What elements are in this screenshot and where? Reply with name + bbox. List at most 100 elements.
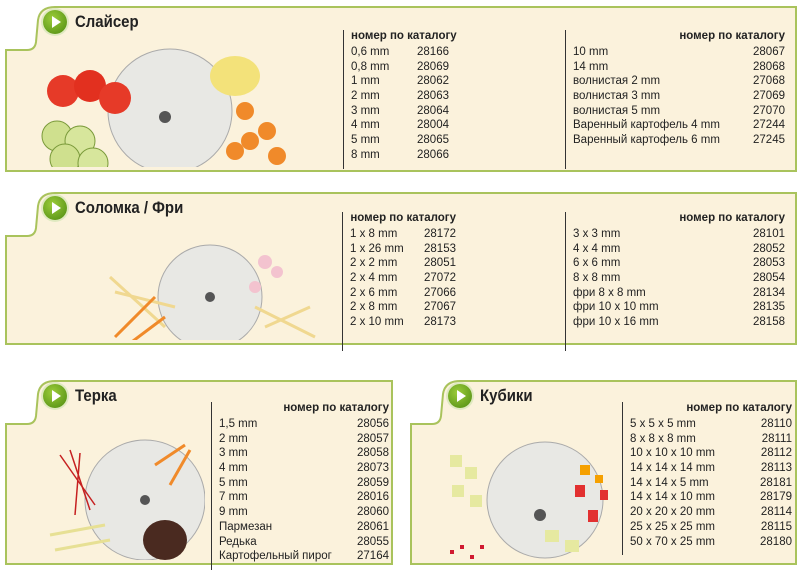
- play-icon: [448, 384, 472, 408]
- julienne-illustration: [108, 244, 316, 340]
- size-label: 2 mm: [351, 90, 380, 103]
- catalog-column: номер по каталогу 5 x 5 x 5 mm 28110 8 x 8 …: [622, 402, 792, 556]
- catalog-number: 27066: [424, 286, 456, 299]
- catalog-number: 28135: [753, 301, 785, 314]
- catalog-header: номер по каталогу: [679, 30, 785, 42]
- size-label: 5 mm: [351, 134, 380, 147]
- catalog-number: 27072: [424, 272, 456, 285]
- catalog-header: номер по каталогу: [679, 212, 785, 224]
- size-label: 5 mm: [219, 476, 248, 489]
- play-icon: [43, 196, 67, 220]
- catalog-number: 28065: [417, 134, 449, 147]
- catalog-row: 14 mm 28068: [573, 60, 785, 75]
- catalog-number: 28051: [424, 257, 456, 270]
- catalog-row: 9 mm 28060: [219, 505, 389, 520]
- catalog-number: 28004: [417, 119, 449, 132]
- catalog-row: 14 x 14 x 14 mm 28113: [630, 461, 792, 476]
- section-julienne: Соломка / Фри номер по каталогу 1 x 8 mm 28…: [5, 192, 797, 351]
- size-label: Пармезан: [219, 520, 273, 533]
- section-title: Терка: [43, 384, 122, 408]
- catalog-number: 28060: [357, 506, 389, 519]
- catalog-number: 28056: [357, 418, 389, 430]
- catalog-number: 28067: [753, 46, 785, 58]
- catalog-row: 3 mm 28058: [219, 446, 389, 461]
- size-label: 25 x 25 x 25 mm: [630, 520, 716, 533]
- catalog-row: 14 x 14 x 10 mm 28179: [630, 490, 792, 505]
- catalog-number: 28053: [753, 257, 785, 270]
- size-label: 3 mm: [219, 447, 248, 460]
- catalog-row: Варенный картофель 4 mm 27244: [573, 118, 785, 133]
- size-label: 14 x 14 x 5 mm: [630, 476, 709, 489]
- catalog-column: номер по каталогу 3 x 3 mm 28101 4 x 4 mm 28…: [565, 212, 785, 351]
- catalog-row: 2 mm 28063: [351, 89, 449, 104]
- section-title: Кубики: [448, 384, 540, 408]
- catalog-row: 8 x 8 x 8 mm 28111: [630, 432, 792, 447]
- catalog-number: 28055: [357, 535, 389, 548]
- catalog-number: 28172: [424, 228, 456, 240]
- catalog-row: 7 mm 28016: [219, 490, 389, 505]
- catalog-header: номер по каталогу: [351, 30, 457, 42]
- catalog-row: фри 10 x 16 mm 28158: [573, 315, 785, 330]
- size-label: фри 10 x 10 mm: [573, 301, 659, 314]
- catalog-row: Картофельный пирог 27164: [219, 549, 389, 564]
- catalog-number: 28173: [424, 316, 456, 329]
- catalog-number: 28061: [357, 520, 389, 533]
- size-label: 0,6 mm: [351, 46, 390, 58]
- section-dicer: Кубики номер по каталогу 5 x 5 x 5 mm 28110…: [410, 380, 797, 565]
- size-label: волнистая 2 mm: [573, 75, 661, 88]
- catalog-row: 8 mm 28066: [351, 148, 449, 163]
- size-label: Редька: [219, 535, 257, 548]
- catalog-number: 28066: [417, 148, 449, 161]
- catalog-row: 4 mm 28073: [219, 461, 389, 476]
- catalog-number: 28111: [761, 432, 792, 445]
- catalog-number: 28062: [417, 75, 449, 88]
- catalog-number: 28057: [357, 432, 389, 445]
- catalog-row: фри 10 x 10 mm 28135: [573, 300, 785, 315]
- size-label: 4 mm: [351, 119, 380, 132]
- section-title: Соломка / Фри: [43, 196, 198, 220]
- catalog-number: 27070: [753, 104, 785, 117]
- catalog-number: 28059: [357, 476, 389, 489]
- size-label: 7 mm: [219, 491, 248, 504]
- catalog-column: номер по каталогу 1,5 mm 28056 2 mm 28057 3 m…: [211, 402, 389, 570]
- catalog-number: 28181: [760, 476, 792, 489]
- size-label: 8 x 8 mm: [573, 272, 621, 285]
- catalog-number: 28073: [357, 462, 389, 475]
- size-label: Варенный картофель 4 mm: [573, 119, 720, 132]
- catalog-row: 0,8 mm 28069: [351, 60, 449, 75]
- catalog-number: 28054: [753, 272, 785, 285]
- section-title-text: Кубики: [480, 386, 533, 405]
- catalog-row: 14 x 14 x 5 mm 28181: [630, 476, 792, 491]
- size-label: 2 mm: [219, 432, 248, 445]
- section-grater: Терка номер по каталогу 1,5 mm 28056 2 mm 280…: [5, 380, 393, 570]
- size-label: 9 mm: [219, 506, 248, 519]
- catalog-number: 28153: [424, 242, 456, 255]
- catalog-number: 28110: [760, 418, 792, 430]
- catalog-row: 2 x 2 mm 28051: [350, 256, 456, 271]
- section-title-text: Терка: [75, 386, 117, 405]
- catalog-row: 6 x 6 mm 28053: [573, 256, 785, 271]
- catalog-row: 10 x 10 x 10 mm 28112: [630, 446, 792, 461]
- size-label: волнистая 3 mm: [573, 90, 661, 103]
- catalog-row: волнистая 2 mm 27068: [573, 74, 785, 89]
- catalog-number: 28101: [753, 228, 785, 240]
- catalog-row: Пармезан 28061: [219, 520, 389, 535]
- catalog-header: номер по каталогу: [686, 402, 792, 414]
- size-label: 2 x 10 mm: [350, 316, 404, 329]
- catalog-number: 28052: [753, 242, 785, 255]
- catalog-header: номер по каталогу: [350, 212, 456, 224]
- size-label: 4 mm: [219, 462, 248, 475]
- size-label: 0,8 mm: [351, 60, 390, 73]
- size-label: 1 mm: [351, 75, 380, 88]
- catalog-column: номер по каталогу 0,6 mm 28166 0,8 mm 28069 1…: [343, 30, 457, 169]
- size-label: 50 x 70 x 25 mm: [630, 535, 716, 548]
- size-label: волнистая 5 mm: [573, 104, 661, 117]
- catalog-row: 25 x 25 x 25 mm 28115: [630, 520, 792, 535]
- size-label: Варенный картофель 6 mm: [573, 134, 720, 147]
- size-label: 1,5 mm: [219, 418, 258, 430]
- catalog-row: 0,6 mm 28166: [351, 45, 449, 60]
- catalog-number: 28180: [760, 535, 792, 548]
- size-label: 2 x 6 mm: [350, 286, 398, 299]
- catalog-row: 1 mm 28062: [351, 74, 449, 89]
- catalog-number: 28113: [760, 462, 792, 475]
